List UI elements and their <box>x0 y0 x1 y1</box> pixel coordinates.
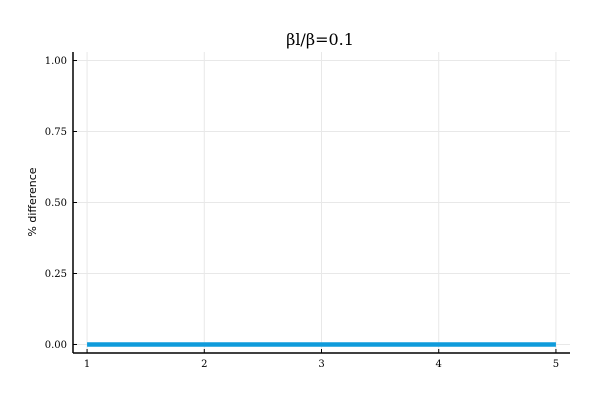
y-axis-label: % difference <box>26 167 39 236</box>
x-tick-label: 5 <box>553 359 559 370</box>
grid-lines <box>73 52 570 353</box>
x-tick-label: 1 <box>84 359 90 370</box>
x-tick-label: 3 <box>318 359 324 370</box>
tick-labels: 1 2 3 4 5 0.00 0.25 0.50 0.75 1.00 <box>45 56 559 370</box>
y-tick-label: 0.00 <box>45 340 67 351</box>
y-tick-label: 0.50 <box>45 198 67 209</box>
y-tick-label: 0.75 <box>45 127 67 138</box>
y-tick-label: 1.00 <box>45 56 67 67</box>
axes <box>72 52 570 354</box>
x-tick-label: 2 <box>201 359 207 370</box>
x-tick-label: 4 <box>436 359 442 370</box>
chart-title: βl/β=0.1 <box>286 30 354 49</box>
y-tick-label: 0.25 <box>45 269 67 280</box>
